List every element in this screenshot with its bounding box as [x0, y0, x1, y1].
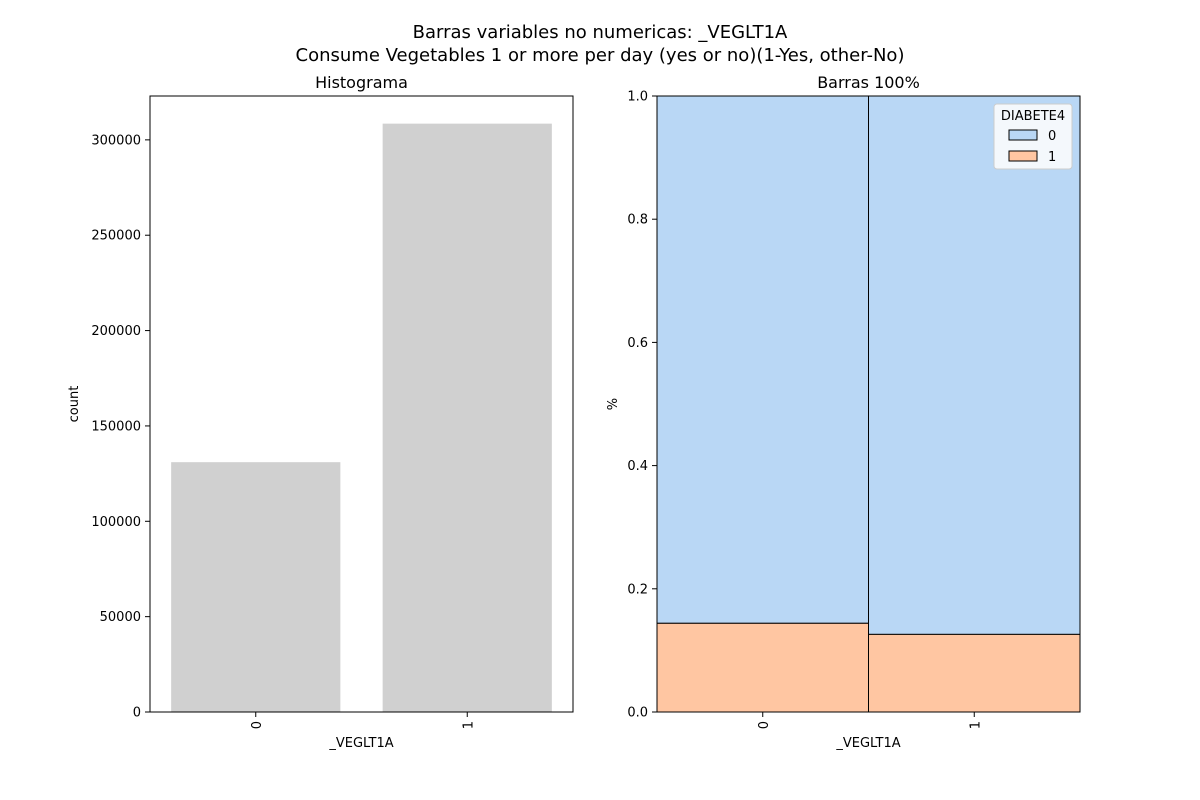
- histogram-title: Histograma: [315, 73, 408, 92]
- legend-swatch-0: [1008, 129, 1038, 141]
- histogram-bar-0: [171, 462, 341, 712]
- histogram-bar-1: [382, 123, 552, 712]
- stacked-y-tick-label: 0.8: [627, 213, 648, 228]
- histogram-x-tick-label: 1: [461, 721, 476, 729]
- stacked-bars: [656, 95, 1081, 713]
- legend-swatch-1: [1008, 150, 1038, 162]
- stacked-chart-title: Barras 100%: [817, 73, 920, 92]
- legend-label-1: 1: [1048, 150, 1056, 165]
- stacked-y-tick-label: 1.0: [627, 90, 648, 105]
- legend: DIABETE4 0 1: [993, 103, 1073, 170]
- stacked-y-tick-label: 0.2: [627, 582, 648, 597]
- stacked-y-ticks: 0.0 0.2 0.4 0.6 0.8 1.0: [627, 90, 657, 721]
- histogram-bars: [171, 123, 552, 712]
- histogram-y-tick-label: 300000: [91, 133, 141, 148]
- histogram-x-label: _VEGLT1A: [328, 736, 393, 751]
- stacked-x-label: _VEGLT1A: [835, 736, 900, 751]
- histogram-y-tick-label: 100000: [91, 515, 141, 530]
- stacked-bar-1-class-1: [868, 633, 1081, 713]
- stacked-y-label: %: [606, 398, 621, 410]
- legend-title: DIABETE4: [1001, 109, 1065, 124]
- histogram-y-tick-label: 150000: [91, 419, 141, 434]
- stacked-x-tick-label: 0: [757, 721, 772, 729]
- stacked-x-tick-label: 1: [968, 721, 983, 729]
- histogram-y-tick-label: 250000: [91, 229, 141, 244]
- histogram-y-tick-label: 0: [133, 706, 141, 721]
- stacked-bar-0-class-0: [656, 95, 869, 624]
- stacked-bar-0-class-1: [656, 622, 869, 713]
- histogram-chart: Histograma 0 50000 100000 150000 200000 25000…: [67, 73, 574, 751]
- legend-label-0: 0: [1048, 129, 1056, 144]
- stacked-y-tick-label: 0.4: [627, 459, 648, 474]
- histogram-axes-frame: [149, 95, 574, 713]
- stacked-y-tick-label: 0.6: [627, 336, 648, 351]
- stacked-bar-1-class-0: [868, 95, 1081, 635]
- histogram-x-tick-label: 0: [250, 721, 265, 729]
- suptitle-line-1: Barras variables no numericas: _VEGLT1A: [413, 22, 788, 43]
- suptitle-line-2: Consume Vegetables 1 or more per day (ye…: [296, 45, 905, 66]
- histogram-y-ticks: 0 50000 100000 150000 200000 250000 300000: [91, 133, 150, 721]
- histogram-y-tick-label: 50000: [100, 610, 141, 625]
- stacked-axes-frame: [656, 95, 1081, 713]
- histogram-y-tick-label: 200000: [91, 324, 141, 339]
- stacked-y-tick-label: 0.0: [627, 706, 648, 721]
- histogram-y-label: count: [67, 386, 82, 423]
